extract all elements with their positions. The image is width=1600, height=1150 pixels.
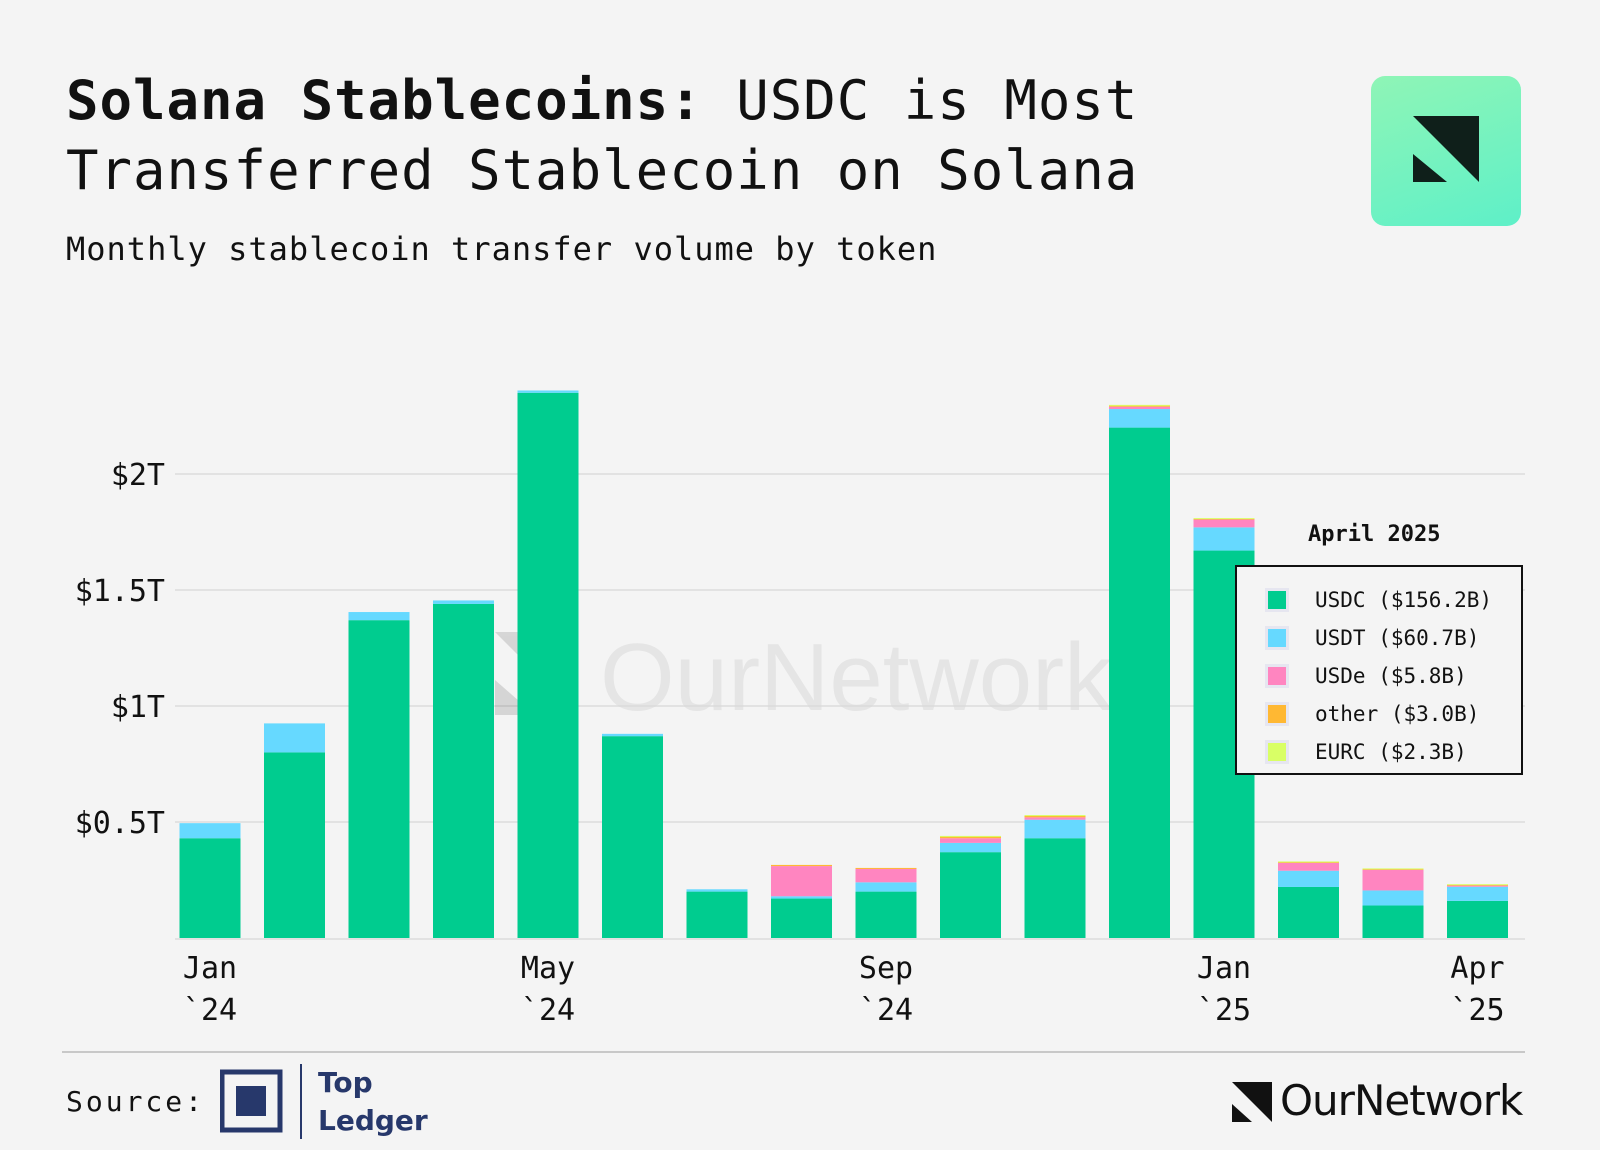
bar-segment-eurc — [1193, 518, 1255, 520]
source-label: Source: — [66, 1085, 206, 1118]
bar-segment-eurc — [1362, 868, 1424, 870]
bar-segment-usdt — [1362, 890, 1424, 906]
bar-segment-usde — [1024, 817, 1086, 820]
legend-item-usde: USDe ($5.8B) — [1265, 661, 1467, 691]
bar-segment-usdc — [264, 752, 325, 938]
x-tick-label: Jan — [183, 951, 237, 986]
watermark-text: OurNetwork — [600, 624, 1113, 731]
bar-segment-usdt — [1447, 886, 1508, 901]
bar-segment-usde — [1109, 406, 1170, 410]
bar-segment-usdc — [1362, 905, 1424, 938]
bar-segment-usdt — [855, 882, 917, 892]
chart-subtitle: Monthly stablecoin transfer volume by to… — [66, 230, 938, 268]
x-tick-label: `25 — [1450, 993, 1504, 1028]
chart-title-rest: USDC is Most Transferred Stablecoin on S… — [66, 69, 1139, 202]
bar-segment-eurc — [1109, 404, 1170, 406]
bar-segment-usdt — [602, 733, 663, 737]
bar-segment-usdc — [602, 736, 663, 938]
bar-segment-usde — [771, 866, 832, 897]
x-tick-label: `25 — [1197, 993, 1251, 1028]
bar-segment-other — [1109, 405, 1170, 407]
bar-segment-usdt — [1193, 527, 1255, 551]
bar-segment-usdc — [940, 852, 1001, 938]
bar-segment-other — [1024, 815, 1086, 818]
legend-item-eurc: EURC ($2.3B) — [1265, 737, 1467, 767]
bar-segment-usdc — [433, 603, 494, 938]
chart-title: Solana Stablecoins: USDC is Most Transfe… — [66, 66, 1266, 206]
bar-segment-usde — [1193, 519, 1255, 528]
bar-segment-usdc — [1024, 838, 1086, 938]
legend-label-usde: USDe ($5.8B) — [1315, 664, 1467, 688]
ournetwork-logo-tile — [1371, 76, 1521, 226]
legend-label-other: other ($3.0B) — [1315, 702, 1480, 726]
bar-segment-usdt — [686, 889, 748, 892]
bar-segment-usdt — [1109, 409, 1170, 428]
bar-segment-usdt — [517, 390, 579, 393]
bar-segment-usdc — [1447, 900, 1508, 938]
x-tick-label: `24 — [521, 993, 575, 1028]
chart-title-bold: Solana Stablecoins: — [66, 69, 703, 132]
bar-segment-usdc — [517, 392, 579, 938]
bar-segment-usdt — [940, 842, 1001, 853]
legend-item-other: other ($3.0B) — [1265, 699, 1479, 729]
bar-segment-usde — [855, 868, 917, 883]
bar-segment-usdt — [1278, 870, 1339, 887]
legend-swatch-usdt — [1265, 626, 1289, 650]
legend-item-usdt: USDT ($60.7B) — [1265, 623, 1479, 653]
legend-swatch-usde — [1265, 664, 1289, 688]
top-ledger-logo-icon — [220, 1064, 302, 1139]
bar-segment-eurc — [940, 835, 1001, 837]
bar-segment-usdc — [1109, 427, 1170, 938]
legend-label-usdc: USDC ($156.2B) — [1315, 588, 1493, 612]
bar-segment-other — [940, 836, 1001, 839]
legend-label-usdt: USDT ($60.7B) — [1315, 626, 1480, 650]
bar-segment-other — [771, 864, 832, 867]
bar-segment-usdt — [179, 823, 241, 839]
y-tick-label: $1T — [111, 690, 165, 725]
bar-segment-usde — [940, 838, 1001, 843]
y-tick-label: $1.5T — [75, 574, 165, 609]
ournetwork-mark-icon — [1413, 116, 1479, 182]
legend-item-usdc: USDC ($156.2B) — [1265, 585, 1492, 615]
legend-swatch-eurc — [1265, 740, 1289, 764]
bar-segment-eurc — [1024, 815, 1086, 817]
source-name: Top Ledger — [318, 1066, 428, 1137]
x-tick-label: `24 — [859, 993, 913, 1028]
bar-segment-other — [855, 867, 917, 869]
x-tick-label: Sep — [859, 951, 913, 986]
bar-segment-usdt — [433, 600, 494, 604]
footer-divider — [62, 1051, 1525, 1053]
stacked-bar-chart: OurNetwork $0.5T $1T $1.5T $2T Jan `24 May `24 S… — [75, 390, 1525, 1028]
bar-segment-eurc — [1447, 884, 1508, 886]
bar-segment-usde — [1278, 862, 1339, 871]
bar-segment-usde — [1447, 885, 1508, 887]
x-tick-label: Apr — [1450, 951, 1504, 986]
legend-swatch-other — [1265, 702, 1289, 726]
legend-title: April 2025 — [1308, 522, 1441, 547]
bar-segment-usdc — [686, 891, 748, 938]
x-tick-label: May — [521, 951, 575, 986]
ournetwork-footer-icon — [1232, 1082, 1272, 1122]
bar-segment-usdc — [348, 620, 410, 938]
footer-brand: OurNetwork — [1280, 1076, 1523, 1125]
x-tick-label: Jan — [1197, 951, 1251, 986]
legend-swatch-usdc — [1265, 588, 1289, 612]
bar-segment-eurc — [1278, 861, 1339, 863]
bar-segment-usdt — [771, 896, 832, 899]
bar-segment-usdt — [264, 723, 325, 753]
bar-segment-usdc — [771, 898, 832, 938]
bar-segment-usdt — [1024, 819, 1086, 839]
bar-segment-usdc — [1278, 886, 1339, 938]
y-tick-label: $2T — [111, 458, 165, 493]
y-tick-label: $0.5T — [75, 806, 165, 841]
bar-segment-usdc — [855, 891, 917, 938]
bar-segment-usdc — [179, 838, 241, 938]
bar-segment-usdt — [348, 612, 410, 621]
x-tick-label: `24 — [183, 993, 237, 1028]
legend-label-eurc: EURC ($2.3B) — [1315, 740, 1467, 764]
bar-segment-usde — [1362, 869, 1424, 891]
legend: USDC ($156.2B) USDT ($60.7B) USDe ($5.8B… — [1235, 565, 1523, 775]
